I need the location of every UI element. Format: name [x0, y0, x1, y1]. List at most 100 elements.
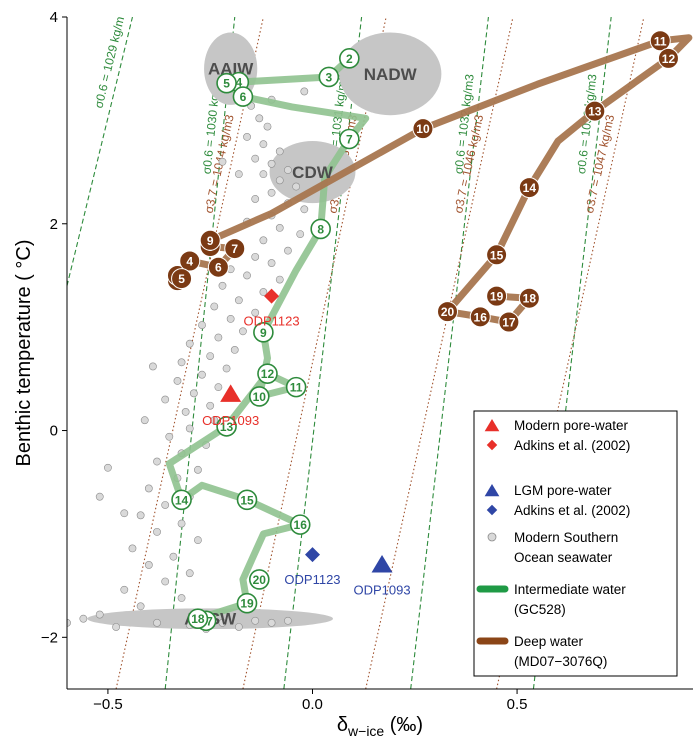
intermediate-point — [339, 48, 360, 69]
seawater-point — [284, 166, 292, 174]
seawater-point — [259, 170, 268, 179]
intermediate-point — [257, 363, 278, 384]
deep-point — [518, 177, 540, 199]
seawater-point — [226, 314, 235, 323]
deep-point-label: 13 — [588, 105, 602, 119]
seawater-point — [300, 87, 309, 96]
seawater-point — [267, 618, 276, 627]
seawater-point — [185, 569, 194, 578]
seawater-point — [144, 484, 153, 493]
seawater-point — [140, 416, 149, 425]
seawater-point — [144, 561, 153, 569]
pore-water-label: ODP1123 — [284, 572, 340, 587]
seawater-point — [128, 544, 137, 553]
isopycnal-line — [67, 17, 133, 286]
legend-label: Deep water — [514, 634, 584, 649]
pore-water-label: ODP1093 — [353, 583, 410, 598]
legend-label: (MD07−3076Q) — [514, 654, 607, 669]
seawater-point — [120, 585, 129, 594]
pore-water-label: ODP1123 — [244, 314, 300, 329]
seawater-point — [292, 182, 301, 191]
legend-symbol — [487, 532, 497, 542]
axes: −0.5 0.0 0.5 −2 0 2 4 δw−ice (‰) Benthic tempera… — [13, 9, 693, 739]
x-axis-label: δw−ice (‰) — [337, 714, 423, 739]
seawater-point — [222, 364, 231, 373]
deep-point — [649, 30, 671, 52]
intermediate-point-label: 12 — [261, 367, 275, 381]
legend-label: Ocean seawater — [514, 550, 613, 565]
seawater-point — [194, 465, 202, 474]
seawater-point — [234, 296, 243, 305]
intermediate-point — [339, 128, 360, 150]
seawater-point — [177, 358, 186, 367]
intermediate-point-label: 4 — [235, 76, 242, 90]
seawater-point — [173, 377, 182, 385]
water-mass-region — [339, 32, 442, 116]
seawater-point — [161, 501, 170, 509]
seawater-point — [165, 432, 174, 441]
seawater-point — [79, 614, 88, 623]
seawater-point — [275, 176, 284, 185]
intermediate-point-label: 16 — [294, 518, 308, 532]
intermediate-point-label: 20 — [253, 573, 267, 587]
deep-point-label: 18 — [523, 292, 537, 306]
seawater-point — [251, 195, 260, 203]
intermediate-point — [310, 218, 331, 240]
seawater-point — [218, 618, 227, 627]
seawater-point — [161, 395, 170, 404]
seawater-point — [243, 271, 251, 280]
intermediate-point — [232, 86, 254, 107]
deep-point — [199, 229, 221, 251]
legend-symbol — [486, 439, 498, 451]
deep-point — [486, 244, 508, 266]
deep-point-label: 11 — [654, 34, 667, 48]
intermediate-point-label: 15 — [240, 493, 254, 507]
seawater-point — [136, 511, 145, 520]
y-tick-label: −2 — [41, 629, 58, 646]
seawater-point — [239, 327, 247, 336]
seawater-point — [210, 416, 219, 425]
isopycnal-line — [242, 17, 387, 689]
deep-point-label: 6 — [215, 261, 222, 275]
seawater-point — [251, 154, 260, 163]
isopycnal-line — [164, 17, 236, 689]
seawater-point — [206, 401, 215, 410]
deep-point-label: 4 — [186, 254, 193, 268]
intermediate-point — [249, 569, 270, 590]
deep-point-label: 5 — [178, 272, 185, 286]
water-mass-label: NADW — [364, 65, 418, 84]
intermediate-point-label: 13 — [220, 420, 234, 434]
seawater-point — [206, 352, 215, 361]
seawater-point — [120, 509, 129, 518]
y-axis-label: Benthic temperature ( °C) — [13, 240, 35, 467]
deep-point — [518, 287, 540, 309]
intermediate-point — [318, 66, 340, 88]
intermediate-point-label: 19 — [240, 597, 254, 611]
deep-point — [179, 250, 201, 272]
seawater-point — [296, 230, 305, 239]
intermediate-point-label: 8 — [317, 222, 324, 236]
isopycnal-line — [365, 17, 514, 689]
intermediate-point — [249, 386, 270, 407]
isopycnal-line — [496, 17, 645, 689]
intermediate-point-label: 7 — [346, 132, 353, 146]
seawater-point — [259, 288, 268, 296]
seawater-point — [267, 259, 276, 267]
seawater-point — [153, 457, 161, 466]
y-tick-label: 2 — [50, 216, 58, 233]
seawater-point — [251, 252, 260, 261]
deep-point — [486, 285, 508, 307]
seawater-point — [181, 408, 190, 416]
deep-point — [412, 118, 434, 140]
intermediate-point — [289, 514, 311, 535]
seawater-point — [136, 602, 145, 611]
intermediate-point-label: 2 — [346, 52, 353, 66]
seawater-point — [267, 159, 276, 168]
seawater-point — [185, 424, 194, 433]
deep-point — [657, 47, 679, 69]
deep-point-label: 14 — [523, 181, 537, 195]
deep-point-label: 10 — [416, 122, 430, 136]
seawater-point — [300, 205, 309, 214]
legend-label: LGM pore-water — [514, 483, 612, 498]
